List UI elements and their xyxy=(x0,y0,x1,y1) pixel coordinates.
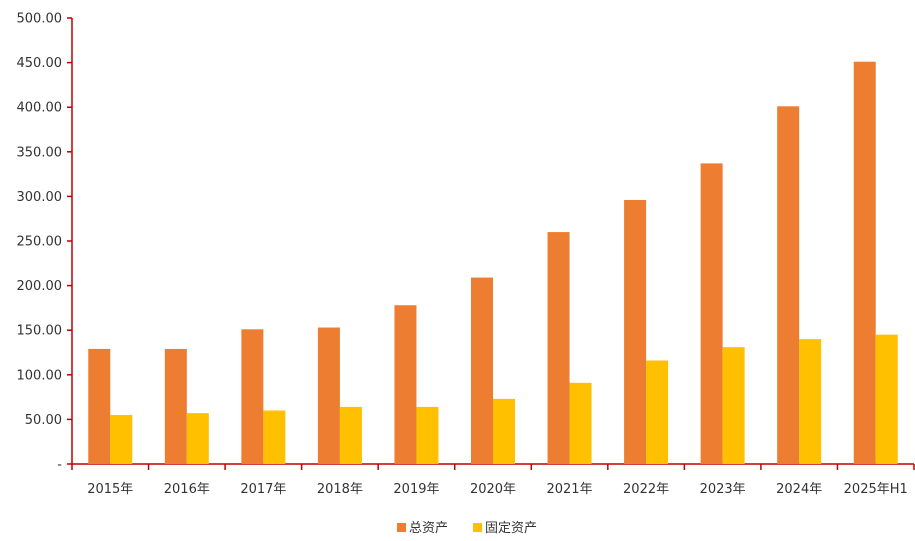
x-tick-label: 2022年 xyxy=(623,482,669,497)
bar-total-assets xyxy=(853,61,876,464)
bar-total-assets xyxy=(624,199,647,464)
bar-fixed-assets xyxy=(263,410,286,464)
bar-fixed-assets xyxy=(339,406,362,464)
y-axis: - 50.00 100.00 150.00 200.00 250.00 300.00 350.… xyxy=(17,12,73,473)
x-tick-label: 2020年 xyxy=(470,482,516,497)
bar-total-assets xyxy=(164,348,187,464)
legend-label: 固定资产 xyxy=(485,521,537,536)
y-tick-label: 450.00 xyxy=(17,56,63,71)
x-tick-label: 2021年 xyxy=(546,482,592,497)
bar-total-assets xyxy=(471,277,493,464)
y-tick-label: 50.00 xyxy=(25,413,62,428)
y-tick-label: 100.00 xyxy=(17,368,63,383)
bars xyxy=(88,61,898,465)
legend-label: 总资产 xyxy=(409,521,448,536)
x-tick-label: 2017年 xyxy=(240,482,286,497)
y-tick-label: 250.00 xyxy=(17,235,63,250)
x-tick-label: 2018年 xyxy=(317,482,363,497)
x-axis: 2015年 2016年 2017年 2018年 2019年 2020年 2021年 2022年… xyxy=(71,463,915,497)
x-tick-label: 2016年 xyxy=(164,482,210,497)
y-tick-label: 350.00 xyxy=(17,145,63,160)
x-tick-label: 2024年 xyxy=(776,482,822,497)
bar-fixed-assets xyxy=(110,414,133,464)
bar-fixed-assets xyxy=(186,413,209,464)
bar-fixed-assets xyxy=(646,360,669,464)
legend: 总资产 固定资产 xyxy=(397,521,537,536)
x-tick-label: 2019年 xyxy=(393,482,439,497)
bar-total-assets xyxy=(547,232,570,464)
x-tick-label: 2023年 xyxy=(700,482,746,497)
x-tick-label: 2015年 xyxy=(87,482,133,497)
bar-fixed-assets xyxy=(875,334,898,464)
bar-total-assets xyxy=(317,327,340,464)
y-tick-label: - xyxy=(57,458,62,473)
legend-swatch xyxy=(397,523,406,532)
y-tick-label: 150.00 xyxy=(17,324,63,339)
bar-total-assets xyxy=(241,329,264,464)
y-tick-label: 300.00 xyxy=(17,190,63,205)
x-tick-label: 2025年H1 xyxy=(844,482,908,497)
bar-fixed-assets xyxy=(722,347,745,464)
bar-total-assets xyxy=(394,305,417,464)
bar-fixed-assets xyxy=(569,382,592,464)
y-tick-label: 500.00 xyxy=(17,12,63,27)
bar-fixed-assets xyxy=(416,406,439,464)
bar-fixed-assets xyxy=(493,398,515,464)
bar-total-assets xyxy=(700,163,723,464)
bar-total-assets xyxy=(88,348,111,464)
y-tick-label: 400.00 xyxy=(17,101,63,116)
y-tick-label: 200.00 xyxy=(17,279,63,294)
bar-total-assets xyxy=(777,106,800,465)
bar-fixed-assets xyxy=(799,339,822,464)
legend-swatch xyxy=(473,523,482,532)
